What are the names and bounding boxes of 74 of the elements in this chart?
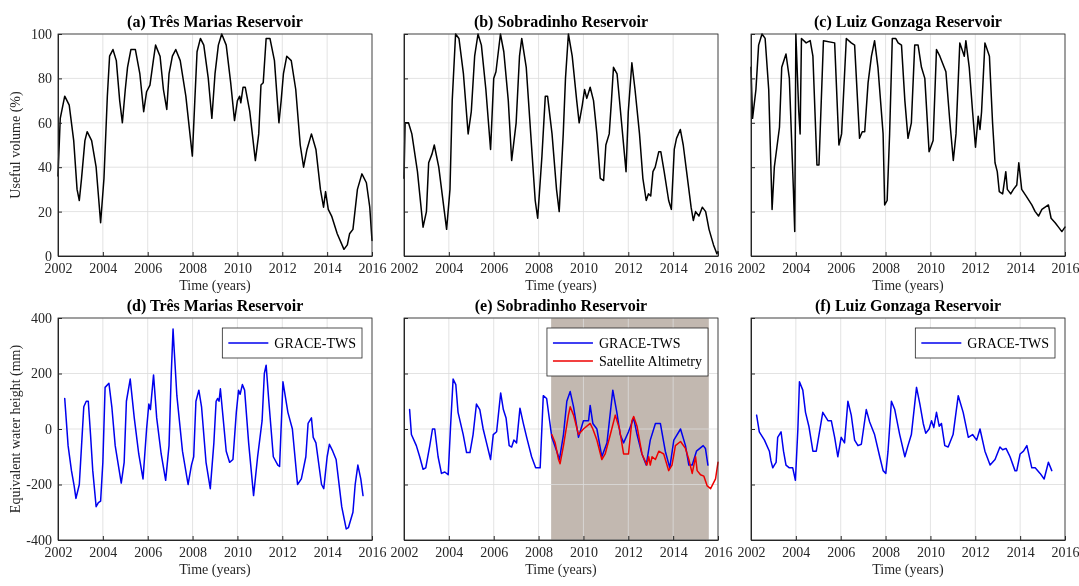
x-tick-label: 2010 xyxy=(569,260,598,276)
x-tick-label: 2012 xyxy=(961,544,990,560)
x-tick-label: 2016 xyxy=(1051,544,1079,560)
y-tick-label: 400 xyxy=(31,310,52,326)
y-tick-label: 100 xyxy=(31,26,52,42)
x-tick-label: 2016 xyxy=(704,544,733,560)
y-tick-label: 200 xyxy=(31,366,52,382)
y-tick-label: 20 xyxy=(38,204,52,220)
x-tick-label: 2002 xyxy=(737,544,766,560)
x-tick-label: 2004 xyxy=(435,260,464,276)
x-tick-label: 2008 xyxy=(525,260,554,276)
x-tick-label: 2006 xyxy=(134,544,163,560)
x-tick-label: 2008 xyxy=(525,544,554,560)
x-axis-title: Time (years) xyxy=(525,562,598,578)
x-tick-label: 2010 xyxy=(916,260,945,276)
legend-label: GRACE-TWS xyxy=(274,336,356,351)
x-tick-label: 2002 xyxy=(390,260,419,276)
x-tick-label: 2002 xyxy=(390,544,419,560)
chart-title: (a) Três Marias Reservoir xyxy=(127,13,303,31)
x-tick-label: 2016 xyxy=(1051,260,1079,276)
x-axis-title: Time (years) xyxy=(872,278,945,294)
chart-title: (c) Luiz Gonzaga Reservoir xyxy=(814,13,1002,31)
line-series xyxy=(63,328,364,530)
legend-label: GRACE-TWS xyxy=(967,336,1049,351)
x-tick-label: 2014 xyxy=(659,260,688,276)
y-tick-label: 40 xyxy=(38,160,52,176)
y-tick-label: -200 xyxy=(26,477,52,493)
x-tick-label: 2016 xyxy=(358,260,387,276)
chart-title: (e) Sobradinho Reservoir xyxy=(474,297,648,315)
chart-title: (f) Luiz Gonzaga Reservoir xyxy=(814,297,1002,315)
chart-title: (d) Três Marias Reservoir xyxy=(126,297,304,315)
x-tick-label: 2004 xyxy=(782,260,811,276)
y-axis-title: Equivalent water height (mm) xyxy=(8,344,24,514)
y-tick-label: 60 xyxy=(38,115,52,131)
x-tick-label: 2016 xyxy=(704,260,733,276)
x-axis-title: Time (years) xyxy=(525,278,598,294)
legend-label: GRACE-TWS xyxy=(598,336,681,351)
y-tick-label: 0 xyxy=(45,421,52,437)
x-axis-title: Time (years) xyxy=(179,278,252,294)
legend-label: Satellite Altimetry xyxy=(598,354,702,369)
x-tick-label: 2008 xyxy=(179,544,208,560)
x-tick-label: 2004 xyxy=(782,544,811,560)
x-tick-label: 2012 xyxy=(614,544,643,560)
x-tick-label: 2002 xyxy=(737,260,766,276)
chart-title: (b) Sobradinho Reservoir xyxy=(473,13,649,31)
y-axis-title: Useful volume (%) xyxy=(8,91,24,199)
x-tick-label: 2014 xyxy=(659,544,688,560)
x-tick-label: 2010 xyxy=(223,260,252,276)
x-tick-label: 2010 xyxy=(916,544,945,560)
x-tick-label: 2006 xyxy=(134,260,163,276)
x-tick-label: 2006 xyxy=(480,260,509,276)
x-tick-label: 2008 xyxy=(179,260,208,276)
x-tick-label: 2014 xyxy=(1006,260,1035,276)
x-tick-label: 2012 xyxy=(268,260,297,276)
x-tick-label: 2008 xyxy=(872,260,901,276)
x-tick-label: 2006 xyxy=(827,544,856,560)
x-tick-label: 2012 xyxy=(268,544,297,560)
x-tick-label: 2014 xyxy=(313,260,342,276)
x-tick-label: 2006 xyxy=(480,544,509,560)
y-tick-label: 80 xyxy=(38,71,52,87)
x-tick-label: 2004 xyxy=(89,260,118,276)
x-axis-title: Time (years) xyxy=(872,562,945,578)
x-tick-label: 2014 xyxy=(313,544,342,560)
x-tick-label: 2012 xyxy=(961,260,990,276)
x-tick-label: 2010 xyxy=(223,544,252,560)
x-tick-label: 2004 xyxy=(89,544,118,560)
x-tick-label: 2006 xyxy=(827,260,856,276)
x-tick-label: 2014 xyxy=(1006,544,1035,560)
x-tick-label: 2004 xyxy=(435,544,464,560)
x-axis-title: Time (years) xyxy=(179,562,252,578)
x-tick-label: 2008 xyxy=(872,544,901,560)
x-tick-label: 2010 xyxy=(569,544,598,560)
x-tick-label: 2016 xyxy=(358,544,387,560)
x-tick-label: 2012 xyxy=(614,260,643,276)
